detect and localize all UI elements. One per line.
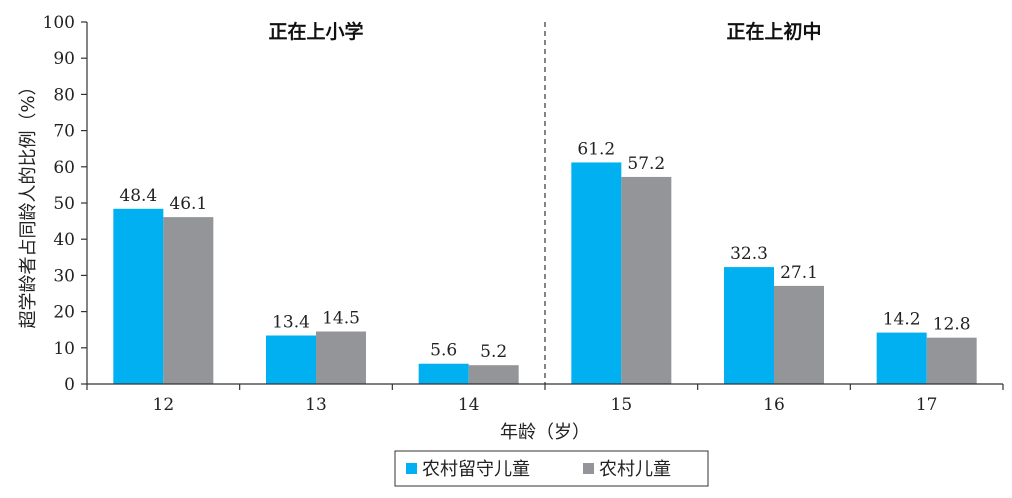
x-tick-label: 13 [305,395,327,415]
y-tick-label: 100 [43,13,75,33]
x-axis-ticks: 12 13 14 15 16 17 [86,384,1004,415]
bar-rural-age-17 [926,337,977,384]
bars-group: 48.4 46.1 13.4 14.5 5.6 5.2 61.2 57.2 32.3 27.1 14… [113,139,977,384]
data-label: 14.2 [883,310,921,330]
y-tick-label: 20 [53,303,75,323]
data-label: 48.4 [119,186,157,206]
legend-label-rural-children: 农村儿童 [599,459,671,480]
x-tick-label: 12 [153,395,175,415]
bar-left-behind-age-13 [266,335,316,384]
bar-left-behind-age-16 [724,267,774,384]
data-label: 32.3 [730,244,768,264]
x-tick-label: 17 [916,395,938,415]
legend-frame [394,450,709,487]
x-axis-title: 年龄（岁） [500,422,590,443]
y-tick-label: 10 [53,339,75,359]
data-label: 61.2 [577,139,615,159]
x-tick-label: 16 [763,395,785,415]
legend: 农村留守儿童 农村儿童 [394,450,709,487]
data-label: 46.1 [169,194,207,214]
x-tick-label: 14 [458,395,480,415]
bar-left-behind-age-12 [113,208,164,384]
y-tick-label: 60 [53,158,75,178]
data-label: 27.1 [780,263,818,283]
section-title-primary: 正在上小学 [268,20,363,43]
bar-rural-age-13 [316,331,366,384]
bar-left-behind-age-17 [876,332,927,384]
y-axis-title: 超学龄者占同龄人的比例（%） [18,77,39,328]
legend-label-left-behind-children: 农村留守儿童 [422,459,530,480]
y-tick-label: 50 [53,194,75,214]
y-tick-label: 30 [53,266,75,286]
legend-swatch-rural-children [583,463,594,474]
x-tick-label: 15 [611,395,633,415]
data-label: 5.6 [430,341,457,361]
legend-swatch-left-behind-children [406,463,417,474]
data-label: 12.8 [933,315,971,335]
y-tick-label: 70 [53,122,75,142]
y-tick-label: 0 [64,375,75,395]
bar-left-behind-age-15 [571,162,622,384]
bar-rural-age-12 [163,217,214,384]
data-label: 13.4 [272,312,310,332]
y-tick-label: 90 [53,49,75,69]
bar-rural-age-15 [621,176,672,384]
bar-left-behind-age-14 [418,363,469,384]
bar-rural-age-16 [774,285,824,384]
y-tick-label: 80 [53,85,75,105]
data-label: 5.2 [480,342,507,362]
section-title-middle: 正在上初中 [726,20,821,43]
data-label: 57.2 [627,154,665,174]
y-tick-label: 40 [53,230,75,250]
y-axis-ticks: 0 10 20 30 40 50 60 70 80 90 100 [43,13,87,395]
data-label: 14.5 [322,309,360,329]
bar-rural-age-14 [468,365,519,384]
